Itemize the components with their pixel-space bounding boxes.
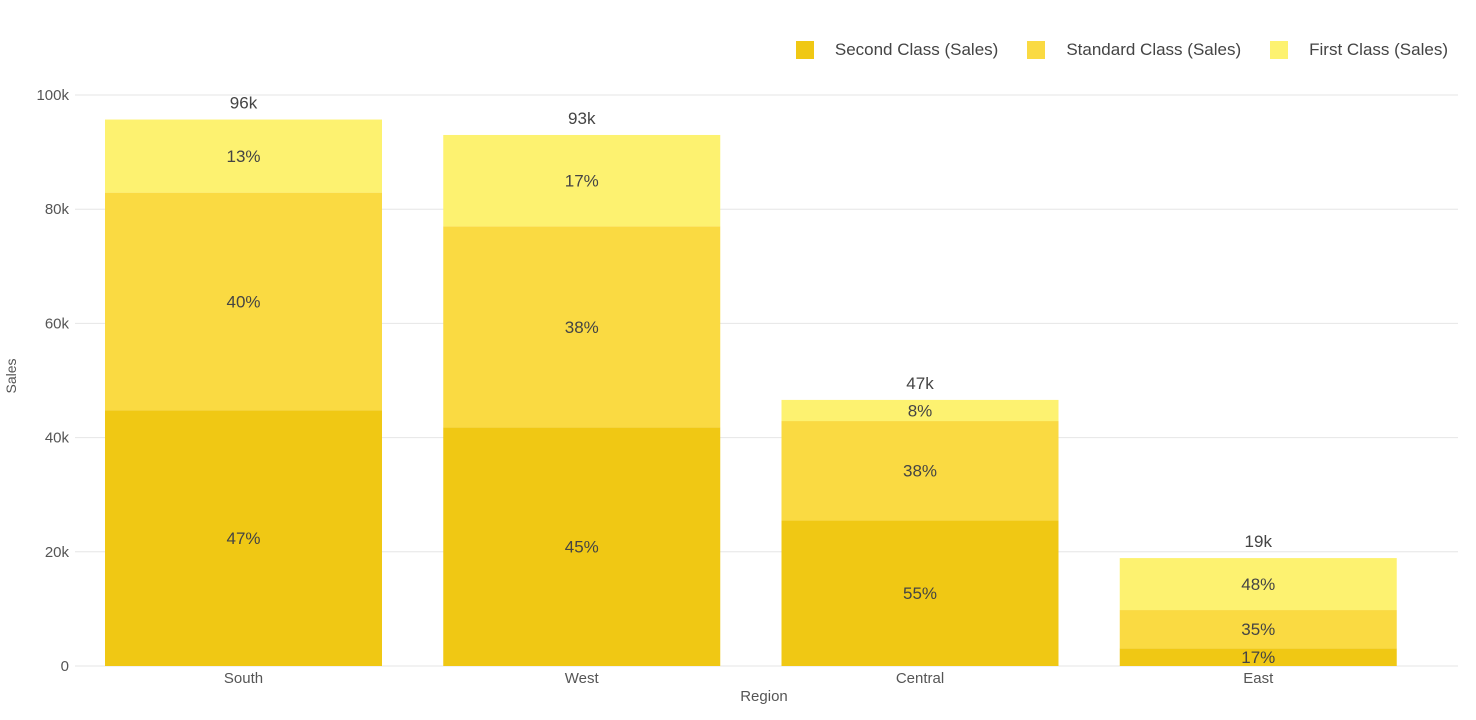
bar-segment	[443, 427, 721, 666]
legend-item-second-class[interactable]: Second Class (Sales)	[795, 40, 999, 60]
bar-total-label: 47k	[906, 374, 934, 393]
y-axis-title: Sales	[3, 358, 19, 393]
bars	[105, 119, 1397, 666]
y-tick-label: 0	[61, 658, 69, 675]
segment-percent-label: 35%	[1241, 620, 1275, 639]
axes: 0 20k 40k 60k 80k 100k South West Central East	[36, 87, 1274, 687]
bar-segment	[443, 226, 721, 428]
bar-segment	[1119, 610, 1397, 649]
x-tick-label: South	[224, 670, 263, 687]
x-tick-label: West	[565, 670, 600, 687]
legend-swatch	[1027, 41, 1046, 59]
legend-label: Standard Class (Sales)	[1066, 40, 1242, 59]
legend-item-first-class[interactable]: First Class (Sales)	[1270, 40, 1448, 60]
bar-segment	[781, 520, 1059, 666]
bar-segment	[781, 399, 1059, 422]
x-tick-label: Central	[896, 670, 944, 687]
bar-segment	[1119, 558, 1397, 611]
y-tick-label: 100k	[36, 87, 69, 104]
segment-percent-label: 17%	[565, 172, 599, 191]
legend-swatch	[1270, 41, 1289, 59]
y-tick-label: 20k	[45, 544, 70, 561]
y-tick-label: 60k	[45, 315, 70, 332]
segment-percent-label: 40%	[226, 292, 260, 311]
legend: Second Class (Sales) Standard Class (Sal…	[795, 40, 1448, 60]
segment-percent-label: 17%	[1241, 648, 1275, 667]
data-labels: 47% 40% 13% 96k 45% 38% 17% 93k 55% 38% 8% 47k 17% 35…	[226, 94, 1275, 668]
bar-total-label: 96k	[230, 94, 258, 113]
legend-item-standard-class[interactable]: Standard Class (Sales)	[1027, 40, 1241, 60]
bar-segment	[1119, 648, 1397, 666]
segment-percent-label: 47%	[226, 529, 260, 548]
x-tick-label: East	[1243, 670, 1274, 687]
bar-segment	[781, 421, 1059, 521]
segment-percent-label: 48%	[1241, 575, 1275, 594]
bar-segment	[443, 134, 721, 227]
segment-percent-label: 8%	[908, 401, 933, 420]
bar-total-label: 93k	[568, 109, 596, 128]
segment-percent-label: 45%	[565, 538, 599, 557]
bar-total-label: 19k	[1245, 532, 1273, 551]
segment-percent-label: 38%	[903, 462, 937, 481]
y-tick-label: 40k	[45, 430, 70, 447]
y-tick-label: 80k	[45, 201, 70, 218]
x-axis-title: Region	[740, 688, 788, 705]
legend-label: First Class (Sales)	[1309, 40, 1448, 59]
bar-segment	[105, 192, 382, 411]
bar-segment	[105, 119, 382, 193]
segment-percent-label: 13%	[226, 147, 260, 166]
legend-swatch	[795, 41, 814, 59]
bar-segment	[105, 410, 382, 666]
segment-percent-label: 38%	[565, 318, 599, 337]
legend-label: Second Class (Sales)	[834, 40, 999, 59]
segment-percent-label: 55%	[903, 584, 937, 603]
